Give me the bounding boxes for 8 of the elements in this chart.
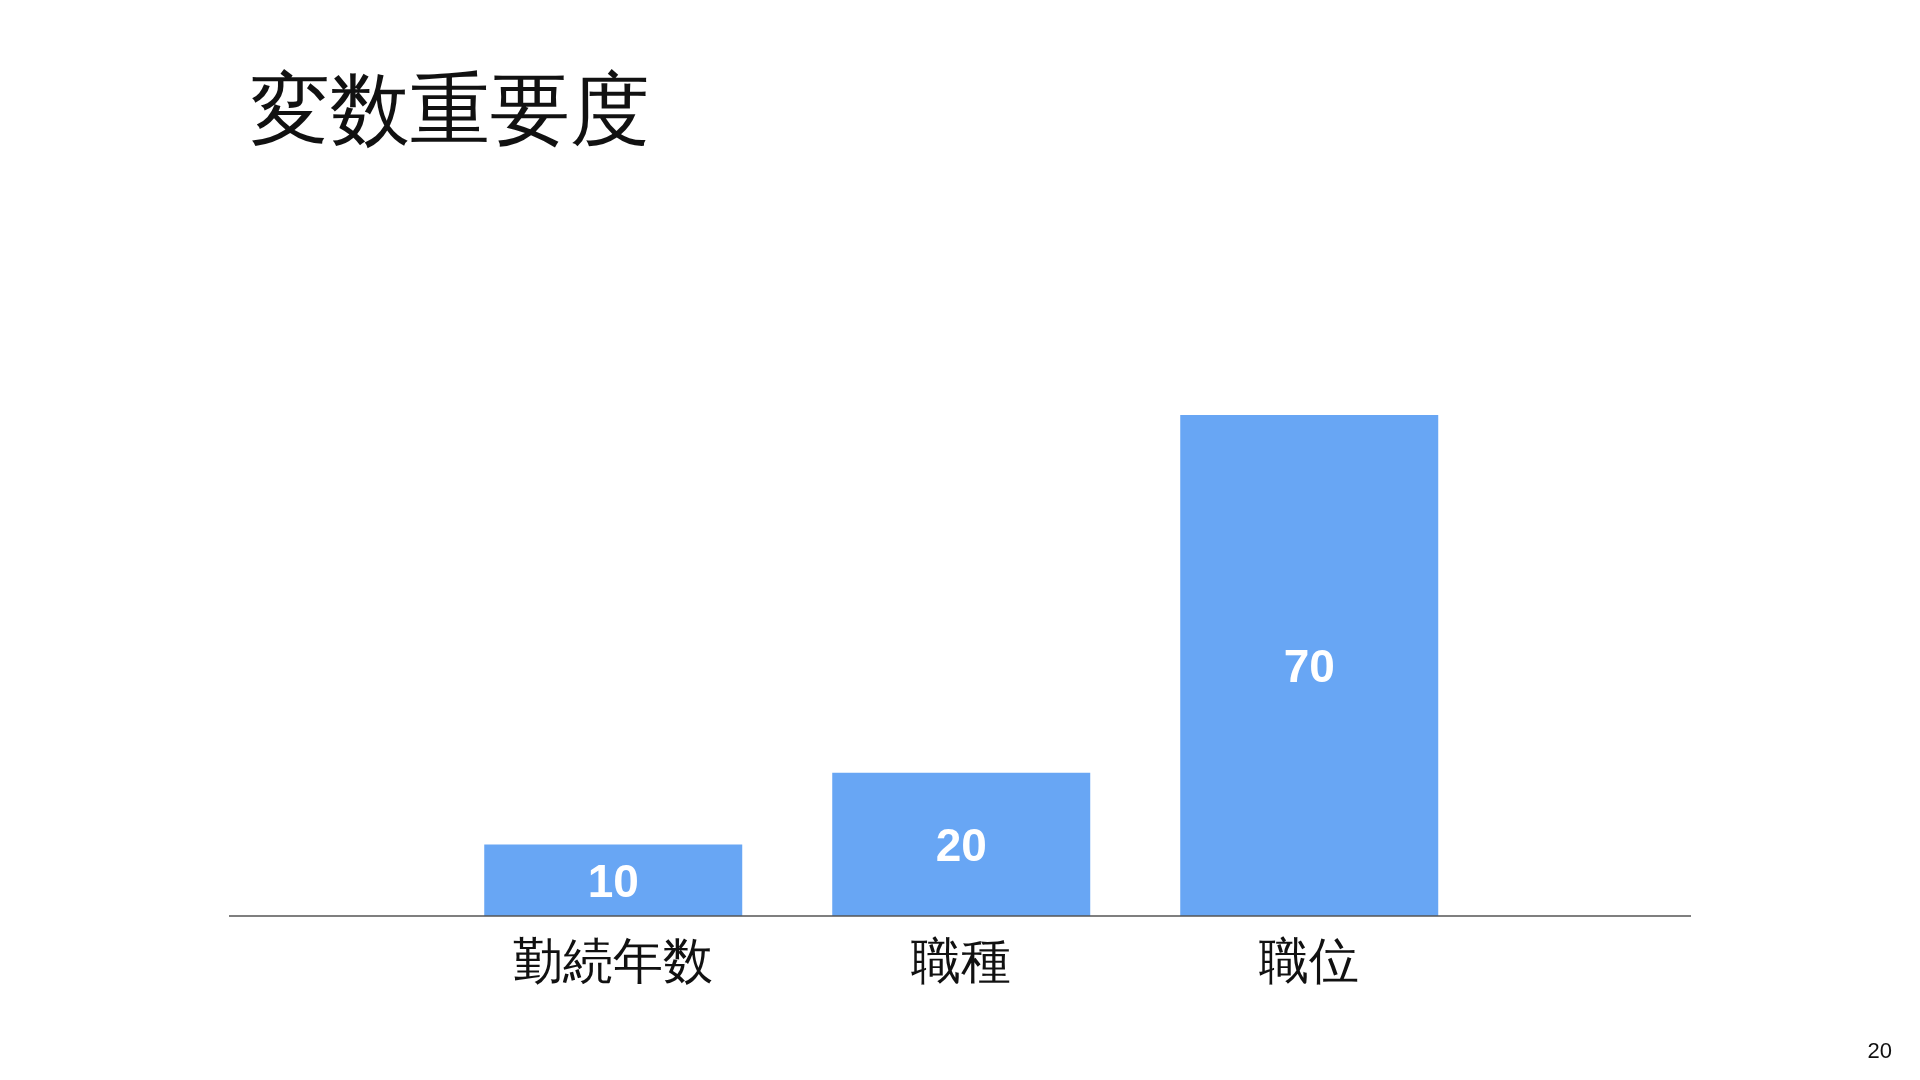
data-label: 20 bbox=[935, 818, 987, 871]
x-tick-label: 職種 bbox=[911, 933, 1011, 989]
text: 20 bbox=[1867, 1038, 1892, 1064]
data-label: 10 bbox=[587, 854, 639, 907]
x-tick-label: 勤続年数 bbox=[513, 933, 713, 989]
data-label: 70 bbox=[1283, 639, 1335, 692]
x-tick-label: 職位 bbox=[1259, 933, 1359, 989]
chart-title: 変数重要度 bbox=[250, 64, 650, 156]
